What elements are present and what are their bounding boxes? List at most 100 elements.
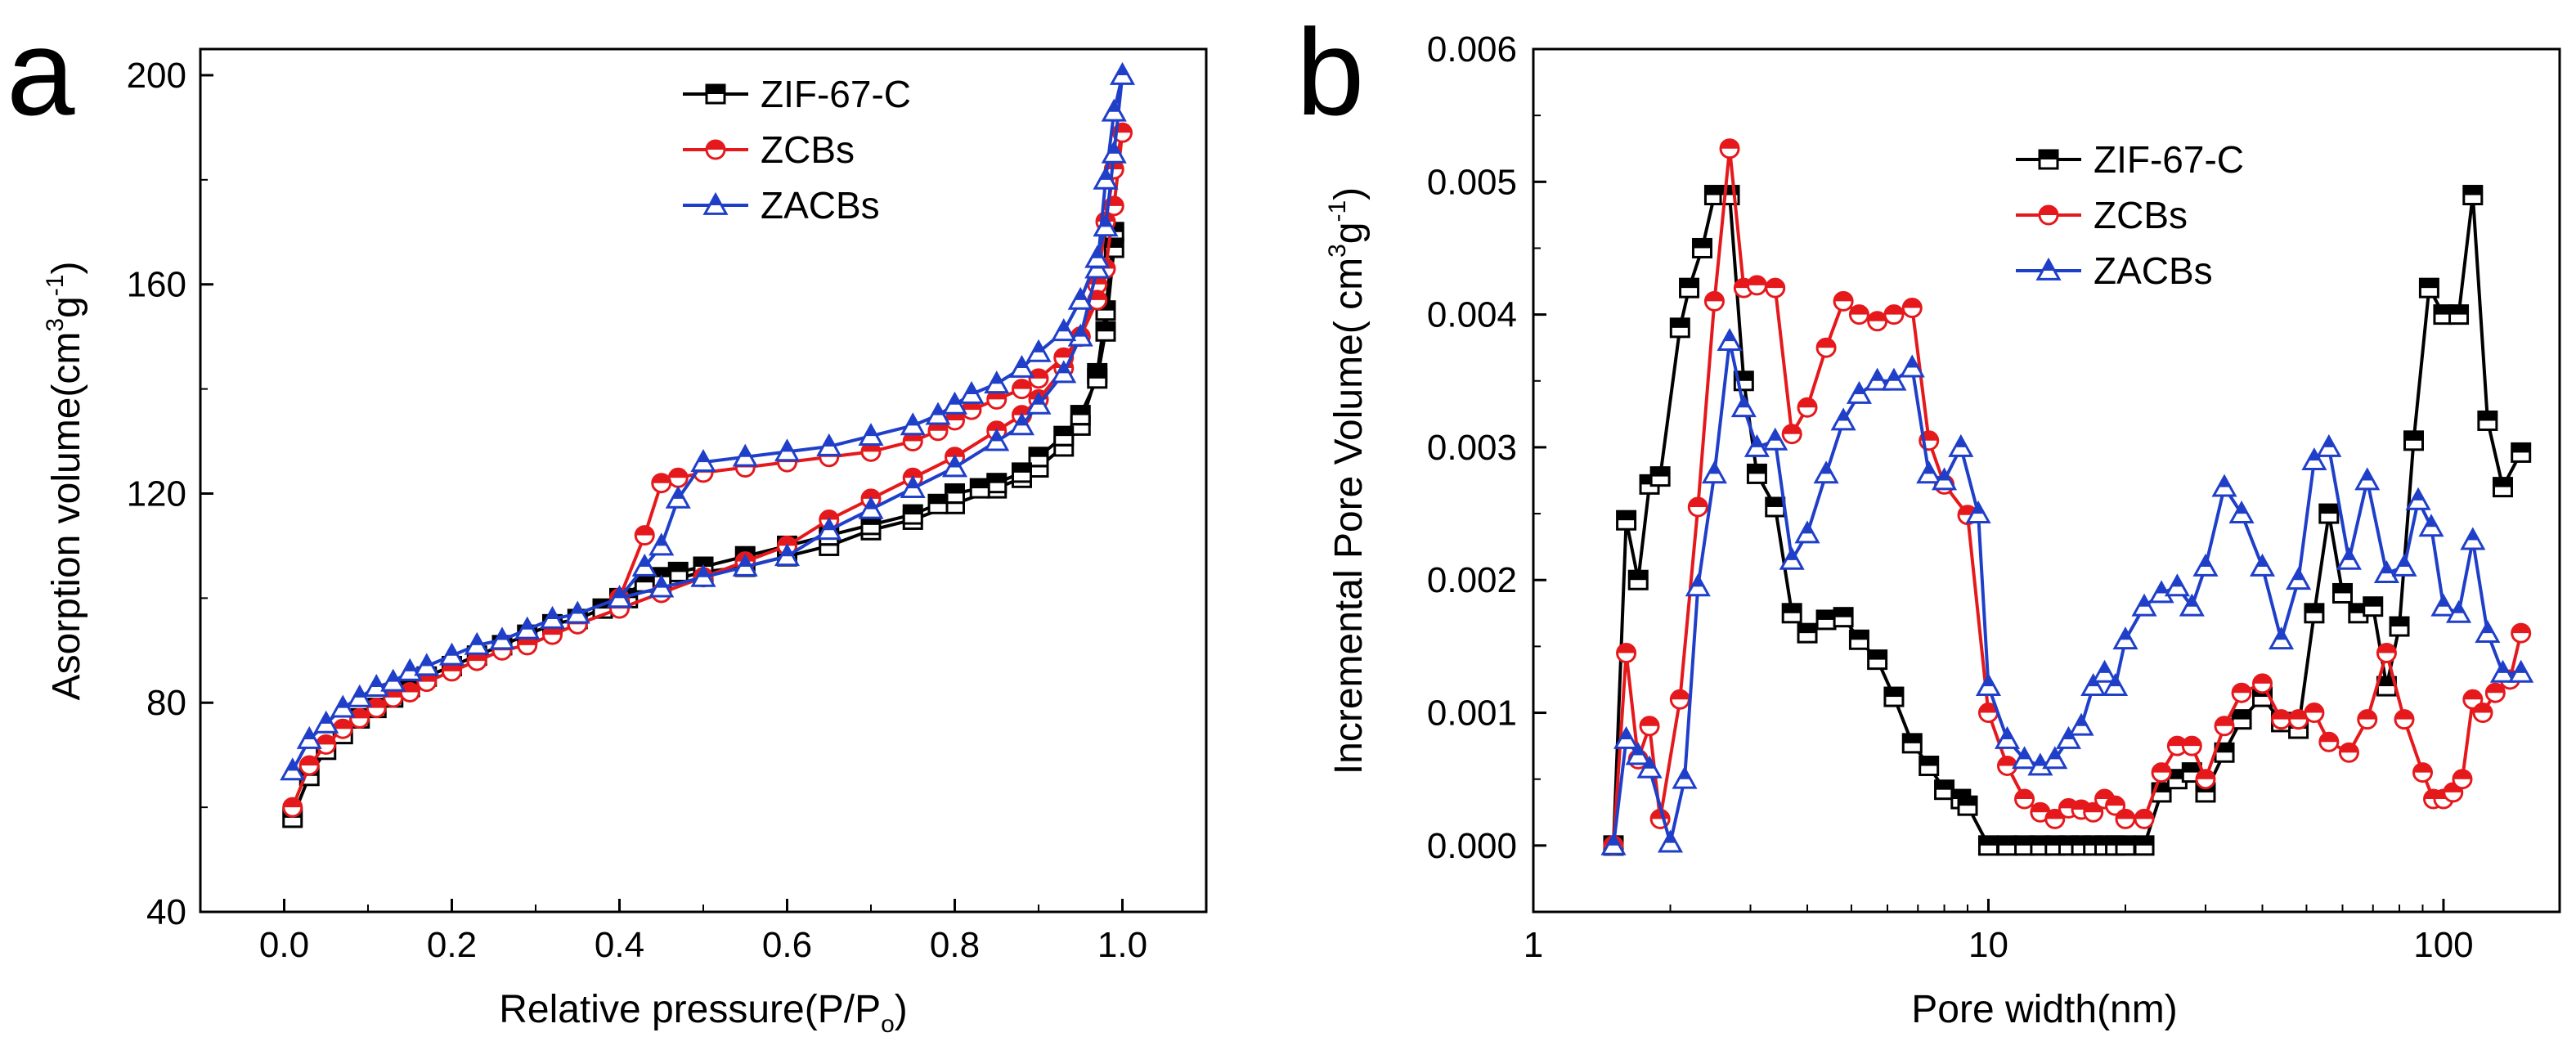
data-point xyxy=(1600,832,1627,855)
data-point xyxy=(1012,462,1032,483)
data-point xyxy=(631,553,657,577)
y-tick-label: 0.005 xyxy=(1427,162,1517,202)
data-point xyxy=(438,642,465,666)
data-point xyxy=(1730,394,1757,418)
legend-label: ZACBs xyxy=(2094,249,2213,292)
data-point xyxy=(2511,442,2532,463)
x-tick-label: 100 xyxy=(2413,925,2473,965)
panel-b-y-axis-title: Incremental Pore Volume( cm3g-1) xyxy=(1324,187,1371,774)
data-point xyxy=(1901,298,1923,318)
data-point xyxy=(1084,245,1111,268)
data-point xyxy=(690,563,716,587)
data-point xyxy=(1649,466,1671,487)
panel-b-ticks: 1 10 100 0.000 0.001 0.002 0.003 0.004 0.005 0.00… xyxy=(1427,29,2474,965)
data-point xyxy=(1977,703,1999,724)
series-line xyxy=(290,230,1116,819)
data-point xyxy=(2268,626,2295,650)
data-point xyxy=(2195,769,2216,790)
data-point xyxy=(1093,213,1119,237)
data-point xyxy=(2373,560,2399,584)
data-point xyxy=(416,671,438,693)
data-point xyxy=(1919,755,1940,776)
data-point xyxy=(1883,686,1905,707)
data-point xyxy=(984,370,1010,394)
data-point xyxy=(941,454,968,478)
data-point xyxy=(1881,367,1907,391)
data-point xyxy=(2462,185,2484,206)
data-point xyxy=(2338,742,2359,763)
data-point xyxy=(1934,779,1955,801)
data-point xyxy=(2318,503,2340,524)
x-tick-label: 0.6 xyxy=(762,925,812,965)
panel-a-y-axis-title: Asorption volume(cm3g-1) xyxy=(42,262,88,701)
data-point xyxy=(1012,379,1032,400)
data-point xyxy=(2131,593,2157,617)
panel-a-legend: ZIF-67-C ZCBs ZACBs xyxy=(683,73,911,227)
data-point xyxy=(2164,573,2190,597)
data-point xyxy=(1830,407,1856,431)
data-point xyxy=(2068,712,2094,736)
data-point xyxy=(900,475,926,498)
data-point xyxy=(1977,835,1999,856)
y-tick-label: 0.004 xyxy=(1427,295,1517,335)
data-point xyxy=(2252,673,2273,694)
data-point xyxy=(2354,467,2381,491)
data-point xyxy=(1997,755,2018,776)
y-tick-label: 160 xyxy=(127,265,186,305)
data-point xyxy=(2228,500,2255,523)
y-tick-label: 0.002 xyxy=(1427,560,1517,600)
data-point xyxy=(927,493,949,514)
series-ZACBs xyxy=(280,61,1136,781)
data-point xyxy=(2231,709,2252,730)
data-point xyxy=(1762,427,1788,451)
legend-marker xyxy=(705,83,726,105)
data-point xyxy=(1625,742,1651,765)
data-point xyxy=(1051,360,1077,384)
data-point xyxy=(969,478,990,499)
data-point xyxy=(564,600,590,624)
legend-label: ZCBs xyxy=(2094,194,2188,236)
legend-marker xyxy=(702,191,729,215)
data-point xyxy=(1685,573,1711,597)
panel-b: b 1 10 100 0.000 0.001 0.002 0.003 0.004 0.005 0.… xyxy=(1296,3,2561,1031)
data-point xyxy=(298,755,320,776)
data-point xyxy=(2055,725,2082,749)
data-point xyxy=(2475,620,2501,644)
data-point xyxy=(1901,733,1923,754)
data-point xyxy=(1616,510,1637,531)
panel-a-series xyxy=(280,61,1136,828)
data-point xyxy=(2286,567,2312,590)
data-point xyxy=(1087,368,1108,389)
legend-label: ZACBs xyxy=(761,184,880,227)
data-point xyxy=(2376,643,2397,663)
data-point xyxy=(383,687,404,708)
data-point xyxy=(1797,397,1818,418)
data-point xyxy=(2445,599,2472,623)
data-point xyxy=(2304,603,2325,624)
data-point xyxy=(514,616,541,640)
data-point xyxy=(1719,138,1740,159)
data-point xyxy=(2115,808,2136,829)
data-point xyxy=(1965,500,1991,523)
data-point xyxy=(2042,746,2068,770)
data-point xyxy=(1797,622,1818,644)
data-point xyxy=(2430,593,2457,617)
data-point xyxy=(1815,609,1837,631)
data-point xyxy=(1639,716,1660,737)
data-point xyxy=(606,585,633,608)
data-point xyxy=(2030,801,2051,823)
data-point xyxy=(634,525,655,546)
data-point xyxy=(1779,546,1805,570)
data-point xyxy=(2412,762,2433,783)
data-point xyxy=(902,504,923,525)
data-point xyxy=(1025,391,1052,415)
data-point xyxy=(1997,835,2018,856)
data-point xyxy=(1627,569,1649,590)
data-point xyxy=(1833,607,1854,628)
data-point xyxy=(1994,725,2021,749)
data-point xyxy=(2331,582,2353,604)
data-point xyxy=(665,485,691,509)
data-point xyxy=(2094,788,2116,810)
data-point xyxy=(1746,463,1767,484)
data-point xyxy=(2403,430,2424,451)
